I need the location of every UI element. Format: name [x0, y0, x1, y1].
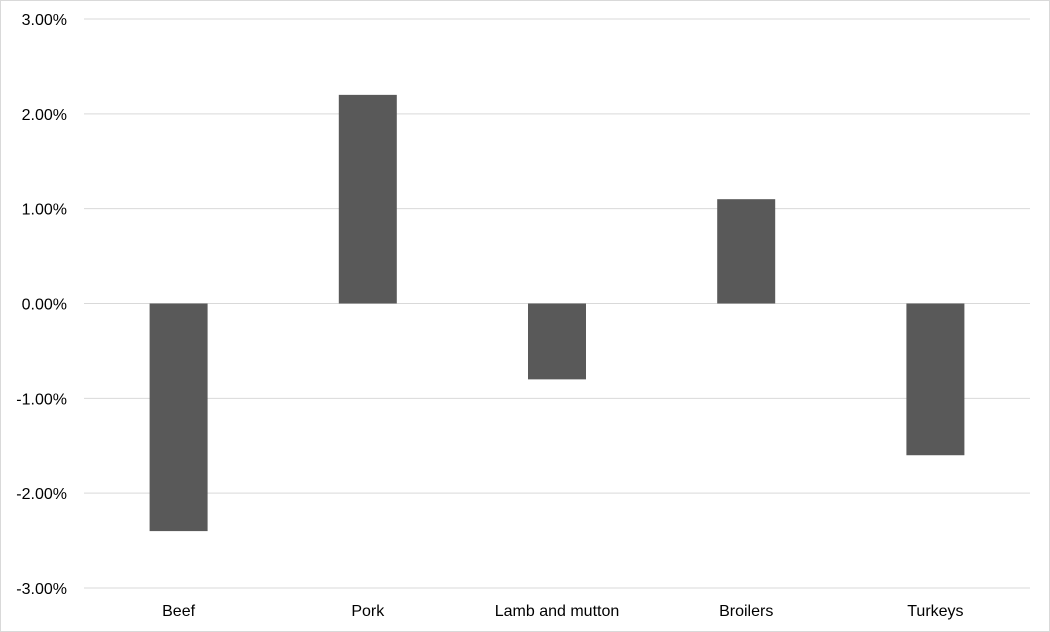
y-tick-label: -2.00%	[16, 486, 67, 503]
bar-broilers	[717, 199, 776, 304]
bar-pork	[338, 94, 397, 304]
y-tick-label: 0.00%	[22, 297, 67, 314]
x-category-label: Beef	[162, 603, 195, 620]
y-tick-label: -1.00%	[16, 391, 67, 408]
gridlines	[84, 18, 1030, 589]
x-category-label: Pork	[351, 603, 385, 620]
y-tick-label: 2.00%	[22, 107, 67, 124]
bar-lamb-and-mutton	[528, 303, 586, 380]
x-category-label: Broilers	[719, 603, 773, 620]
x-category-label: Lamb and mutton	[495, 603, 620, 620]
y-tick-label: -3.00%	[16, 581, 67, 598]
bar-turkeys	[906, 303, 965, 456]
bars	[149, 94, 965, 532]
bar-beef	[149, 303, 208, 532]
y-axis-tick-labels: 3.00% 2.00% 1.00% 0.00% -1.00% -2.00% -3.00%	[16, 12, 67, 598]
x-axis-category-labels: Beef Pork Lamb and mutton Broilers Turkeys	[162, 603, 963, 620]
y-tick-label: 1.00%	[22, 202, 67, 219]
y-tick-label: 3.00%	[22, 12, 67, 29]
x-category-label: Turkeys	[907, 603, 963, 620]
